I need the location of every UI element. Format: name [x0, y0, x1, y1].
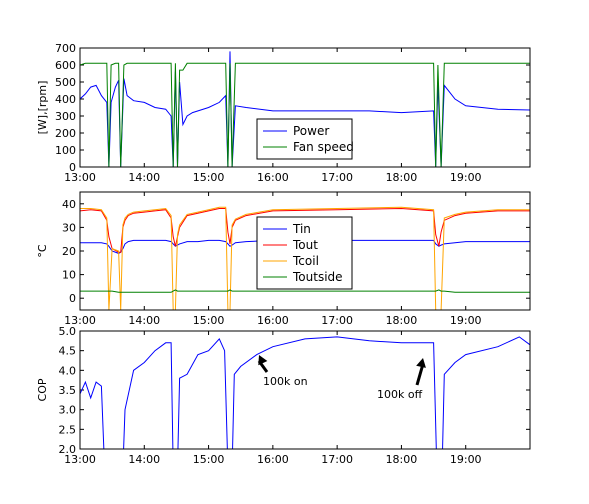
x-tick-label: 16:00	[257, 171, 289, 184]
legend-label: Tcoil	[292, 254, 319, 268]
x-tick-label: 15:00	[193, 171, 225, 184]
y-tick-label: 0	[69, 161, 76, 174]
series-line	[80, 51, 530, 167]
annotation: 100k on	[263, 375, 308, 388]
x-tick-label: 15:00	[193, 314, 225, 327]
y-tick-label: 300	[55, 110, 76, 123]
legend-label: Tout	[292, 238, 318, 252]
x-tick-label: 19:00	[450, 453, 482, 466]
y-axis-label: °C	[36, 244, 49, 258]
x-tick-label: 17:00	[321, 314, 353, 327]
x-tick-label: 14:00	[128, 453, 160, 466]
x-tick-label: 18:00	[386, 453, 418, 466]
plot-area	[80, 206, 530, 310]
series-line	[80, 207, 530, 253]
legend-box	[256, 118, 353, 160]
y-tick-label: 30	[62, 221, 76, 234]
y-tick-label: 2.0	[59, 443, 77, 456]
x-tick-label: 13:00	[64, 171, 96, 184]
y-tick-label: 20	[62, 245, 76, 258]
y-tick-label: 4.0	[59, 364, 77, 377]
x-tick-label: 16:00	[257, 314, 289, 327]
plot-frame	[79, 191, 531, 311]
y-tick-label: 200	[55, 127, 76, 140]
legend-label: Power	[293, 124, 329, 138]
legend-label: Fan speed	[293, 140, 354, 154]
y-tick-label: 0	[69, 292, 76, 305]
legend-label: Toutside	[292, 270, 343, 284]
annotation: 100k off	[377, 388, 423, 401]
y-tick-label: 2.5	[59, 423, 77, 436]
x-tick-label: 19:00	[450, 314, 482, 327]
x-tick-label: 14:00	[128, 171, 160, 184]
series-line	[80, 206, 530, 310]
plot-area	[80, 336, 530, 449]
annotation-arrowhead	[416, 358, 426, 368]
x-tick-label: 15:00	[193, 453, 225, 466]
x-tick-label: 18:00	[386, 314, 418, 327]
y-tick-label: 10	[62, 269, 76, 282]
plot-frame	[79, 330, 531, 450]
series-line	[80, 62, 530, 167]
y-axis-label: COP	[36, 378, 49, 401]
annotation-arrow	[415, 363, 425, 386]
y-tick-label: 4.5	[59, 345, 77, 358]
y-axis-label: [W],[rpm]	[36, 81, 49, 135]
x-tick-label: 18:00	[386, 171, 418, 184]
series-line	[80, 336, 530, 449]
plot-frame	[79, 47, 531, 168]
y-tick-label: 100	[55, 144, 76, 157]
y-tick-label: 5.0	[59, 325, 77, 338]
y-tick-label: 600	[55, 59, 76, 72]
x-tick-label: 17:00	[321, 171, 353, 184]
annotation-arrowhead	[258, 355, 268, 366]
series-line	[80, 289, 530, 293]
x-tick-label: 13:00	[64, 453, 96, 466]
y-tick-label: 3.0	[59, 404, 77, 417]
legend-label: Tin	[292, 222, 311, 236]
x-tick-label: 14:00	[128, 314, 160, 327]
y-tick-label: 700	[55, 42, 76, 55]
y-tick-label: 3.5	[59, 384, 77, 397]
y-tick-label: 400	[55, 93, 76, 106]
x-tick-label: 19:00	[450, 171, 482, 184]
y-tick-label: 40	[62, 198, 76, 211]
x-tick-label: 17:00	[321, 453, 353, 466]
x-tick-label: 16:00	[257, 453, 289, 466]
y-tick-label: 500	[55, 76, 76, 89]
x-tick-label: 13:00	[64, 314, 96, 327]
plot-area	[80, 51, 530, 167]
